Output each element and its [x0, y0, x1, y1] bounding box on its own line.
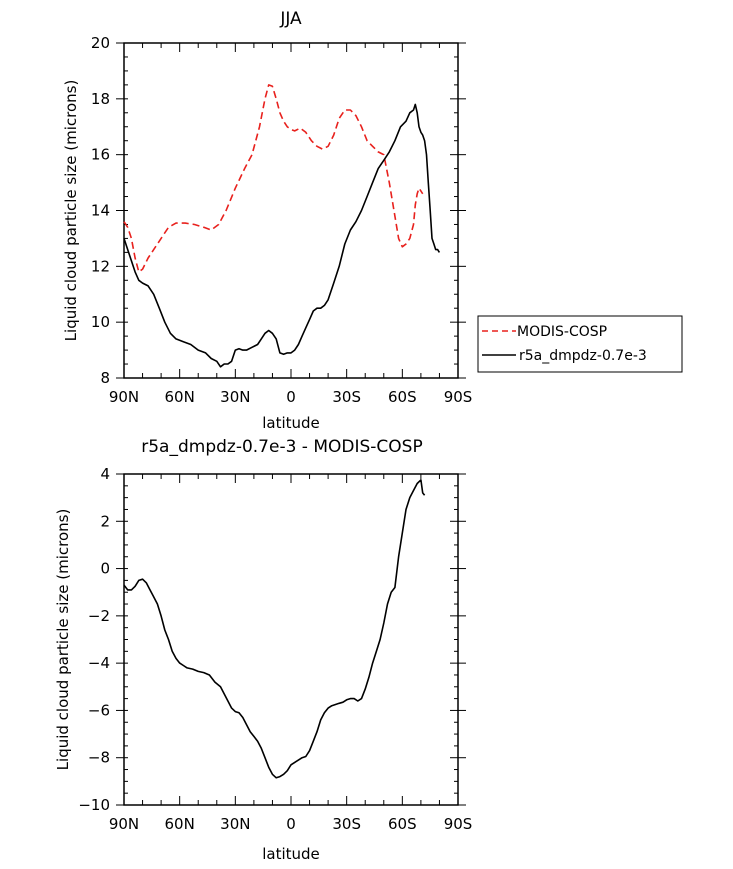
x-tick-label: 30N — [220, 388, 250, 406]
y-tick-label: 18 — [91, 90, 110, 108]
series-group — [123, 84, 441, 368]
x-tick-label: 30N — [220, 815, 250, 833]
y-tick-labels: −10 −8 −6 −4 −2 0 2 4 — [78, 465, 110, 814]
y-tick-label: −8 — [88, 749, 110, 767]
y-tick-label: 2 — [100, 512, 110, 530]
y-axis-label: Liquid cloud particle size (microns) — [62, 80, 80, 342]
panel-bottom-chart: r5a_dmpdz-0.7e-3 - MODIS-COSP 90N 60N 30N 0… — [54, 437, 472, 863]
chart-title: r5a_dmpdz-0.7e-3 - MODIS-COSP — [141, 437, 422, 457]
panel-top-chart: JJA 90N 60N 30N 0 30S 60S 90S 8 10 12 14 16 18 20 la… — [62, 9, 683, 432]
series-line-r5a-dmpdz — [123, 103, 441, 368]
x-tick-label: 0 — [286, 815, 296, 833]
x-tick-label: 90N — [109, 815, 139, 833]
x-tick-label: 60S — [388, 388, 417, 406]
y-tick-label: −6 — [88, 701, 110, 719]
plot-frame — [123, 473, 459, 806]
legend-label-r5a: r5a_dmpdz-0.7e-3 — [519, 348, 647, 364]
x-tick-label: 30S — [332, 815, 361, 833]
x-tick-label: 90N — [109, 388, 139, 406]
plot-frame — [123, 42, 459, 379]
x-tick-label: 60N — [165, 388, 195, 406]
x-tick-labels: 90N 60N 30N 0 30S 60S 90S — [109, 388, 472, 406]
x-tick-label: 90S — [444, 815, 473, 833]
y-tick-label: 4 — [100, 465, 110, 483]
series-line-difference — [123, 479, 426, 779]
y-tick-label: 14 — [91, 202, 110, 220]
series-group — [123, 479, 426, 779]
legend-frame — [477, 315, 683, 373]
x-axis-label: latitude — [262, 414, 320, 432]
y-tick-label: 16 — [91, 146, 110, 164]
x-tick-label: 0 — [286, 388, 296, 406]
y-tick-label: 20 — [91, 34, 110, 52]
y-tick-label: 10 — [91, 313, 110, 331]
x-tick-label: 60N — [165, 815, 195, 833]
y-tick-label: −4 — [88, 654, 110, 672]
axis-ticks — [116, 473, 466, 806]
legend: MODIS-COSP r5a_dmpdz-0.7e-3 — [477, 315, 683, 373]
y-tick-label: −10 — [78, 796, 110, 814]
y-tick-labels: 8 10 12 14 16 18 20 — [91, 34, 110, 387]
y-tick-label: 0 — [100, 560, 110, 578]
y-tick-label: −2 — [88, 607, 110, 625]
y-tick-label: 8 — [100, 369, 110, 387]
x-tick-labels: 90N 60N 30N 0 30S 60S 90S — [109, 815, 472, 833]
y-axis-label: Liquid cloud particle size (microns) — [54, 509, 72, 771]
legend-label-modis-cosp: MODIS-COSP — [517, 324, 607, 340]
x-tick-label: 60S — [388, 815, 417, 833]
chart-title: JJA — [279, 9, 302, 29]
x-axis-label: latitude — [262, 845, 320, 863]
axis-ticks — [116, 42, 466, 379]
series-line-modis-cosp — [123, 84, 424, 273]
x-tick-label: 30S — [332, 388, 361, 406]
x-tick-label: 90S — [444, 388, 473, 406]
y-tick-label: 12 — [91, 257, 110, 275]
